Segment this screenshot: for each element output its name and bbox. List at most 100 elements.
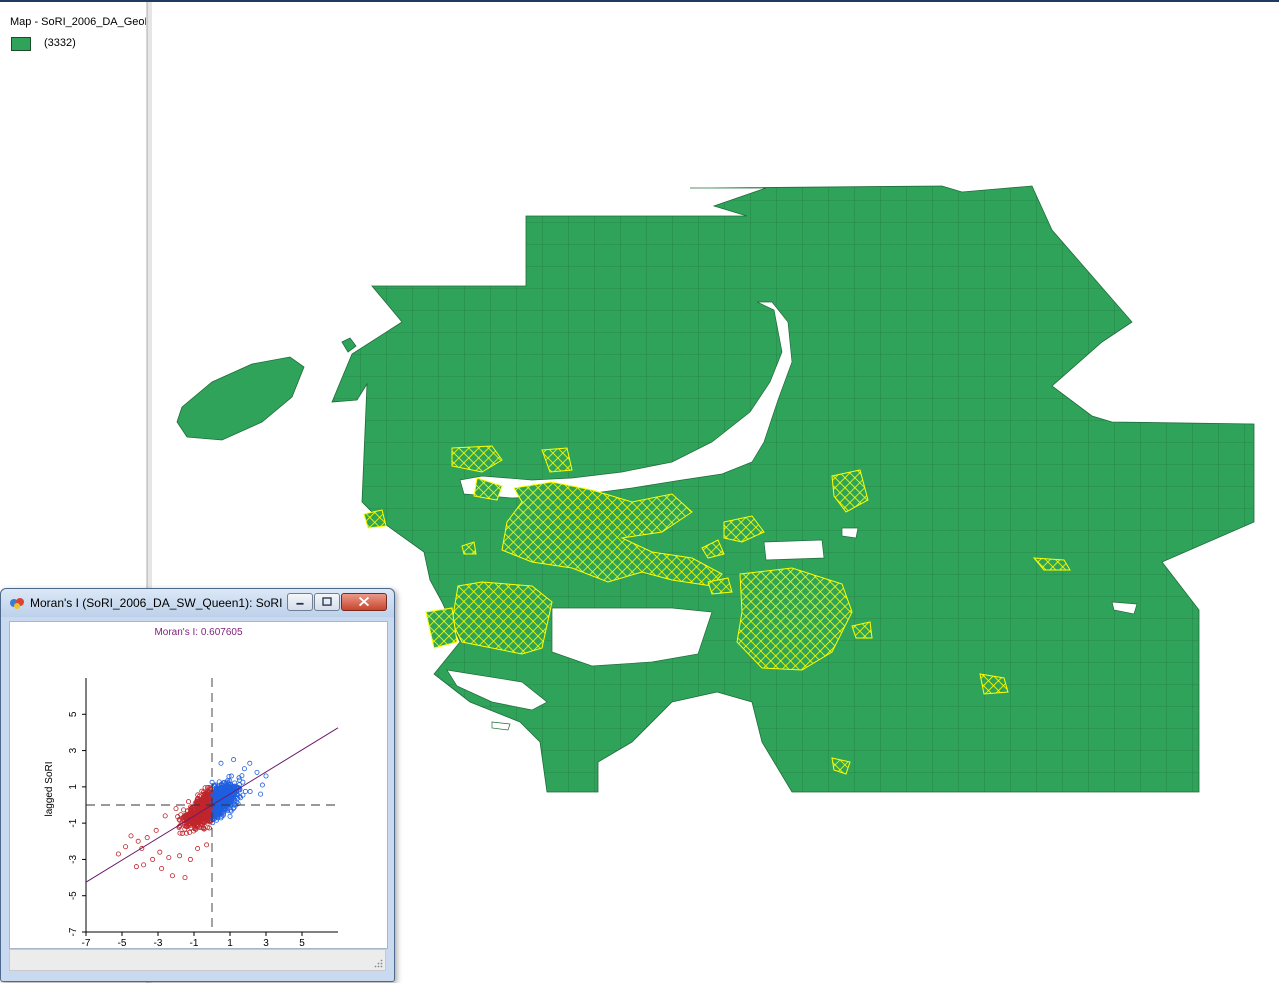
data-point [242,788,248,794]
data-point [214,785,220,791]
data-point [192,821,198,827]
minimize-button[interactable] [287,593,313,611]
data-point [176,817,182,823]
data-point [228,795,234,801]
data-point [133,864,139,870]
data-point [192,807,198,813]
data-point [115,851,121,857]
data-point [228,797,234,803]
data-point [217,794,223,800]
data-point [210,811,216,817]
data-point [135,838,141,844]
data-point [181,807,187,813]
data-point [241,766,247,772]
y-tick-label: -7 [68,927,79,936]
scatter-points [115,757,269,881]
data-point [169,873,175,879]
data-point [205,789,211,795]
app-icon [10,598,24,609]
data-point [177,818,183,824]
data-point [166,855,172,861]
scatter-plot-area[interactable]: Moran's I: 0.607605 -7 -5 -3 -1 1 3 5 -7 -5 -3 -1 1… [9,621,388,949]
minimize-icon [296,602,304,605]
maximize-button[interactable] [314,593,340,611]
data-point [187,856,193,862]
data-point [150,856,156,862]
data-point [201,797,207,803]
data-point [202,785,208,791]
data-point [228,786,234,792]
data-point [221,791,227,797]
data-point [236,775,242,781]
map-svg [176,185,1255,793]
map-canvas[interactable] [152,2,1279,983]
y-tick-label: 5 [68,711,79,717]
data-point [231,804,237,810]
data-point [228,773,234,779]
status-bar [9,949,386,971]
data-point [159,865,165,871]
data-point [237,793,243,799]
x-tick-label: 5 [299,938,305,948]
data-point [204,815,210,821]
x-tick-label: 3 [263,938,269,948]
data-point [123,844,129,850]
data-point [173,806,179,812]
data-point [177,830,183,836]
x-tick-label: -3 [154,938,163,948]
data-point [199,788,205,794]
data-point [223,807,229,813]
data-point [235,801,241,807]
water-bodies [446,301,1138,731]
data-point [232,780,238,786]
data-point [227,813,233,819]
data-point [263,773,269,779]
data-point [195,798,201,804]
legend-title: Map - SoRI_2006_DA_GeoD [10,16,146,28]
y-tick-label: -5 [68,891,79,900]
regression-line [85,727,339,883]
data-point [175,814,181,820]
pane-splitter[interactable] [147,2,152,983]
data-point [212,793,218,799]
data-point [204,842,210,848]
data-point [183,813,189,819]
close-icon [358,596,370,607]
data-point [128,833,134,839]
data-point [207,796,213,802]
data-point [254,769,260,775]
significant-clusters [363,445,1071,775]
data-point [216,804,222,810]
data-point [203,807,209,813]
y-axis-label: lagged SoRI [44,761,55,816]
data-point [232,783,238,789]
data-point [195,796,201,802]
window-titlebar[interactable]: Moran's I (SoRI_2006_DA_SW_Queen1): SoRI [1,589,394,617]
x-tick-label: 1 [227,938,233,948]
legend-count: (3332) [44,37,76,49]
data-point [182,875,188,881]
data-point [214,817,220,823]
y-tick-label: -1 [68,818,79,827]
data-point [195,817,201,823]
close-button[interactable] [341,593,387,611]
data-point [201,826,207,832]
y-tick-label: 1 [68,784,79,790]
resize-grip-icon[interactable] [374,959,383,968]
data-point [183,830,189,836]
maximize-icon [322,597,332,606]
data-point [239,773,245,779]
data-point [199,812,205,818]
legend-color-swatch[interactable] [11,37,31,51]
data-point [224,782,230,788]
data-point [218,760,224,766]
data-point [218,815,224,821]
data-point [258,791,264,797]
data-point [177,853,183,859]
morans-i-window[interactable]: Moran's I (SoRI_2006_DA_SW_Queen1): SoRI… [0,588,395,982]
data-point [185,799,191,805]
data-point [206,809,212,815]
data-point [195,824,201,830]
chart-title: Moran's I: 0.607605 [154,627,243,638]
